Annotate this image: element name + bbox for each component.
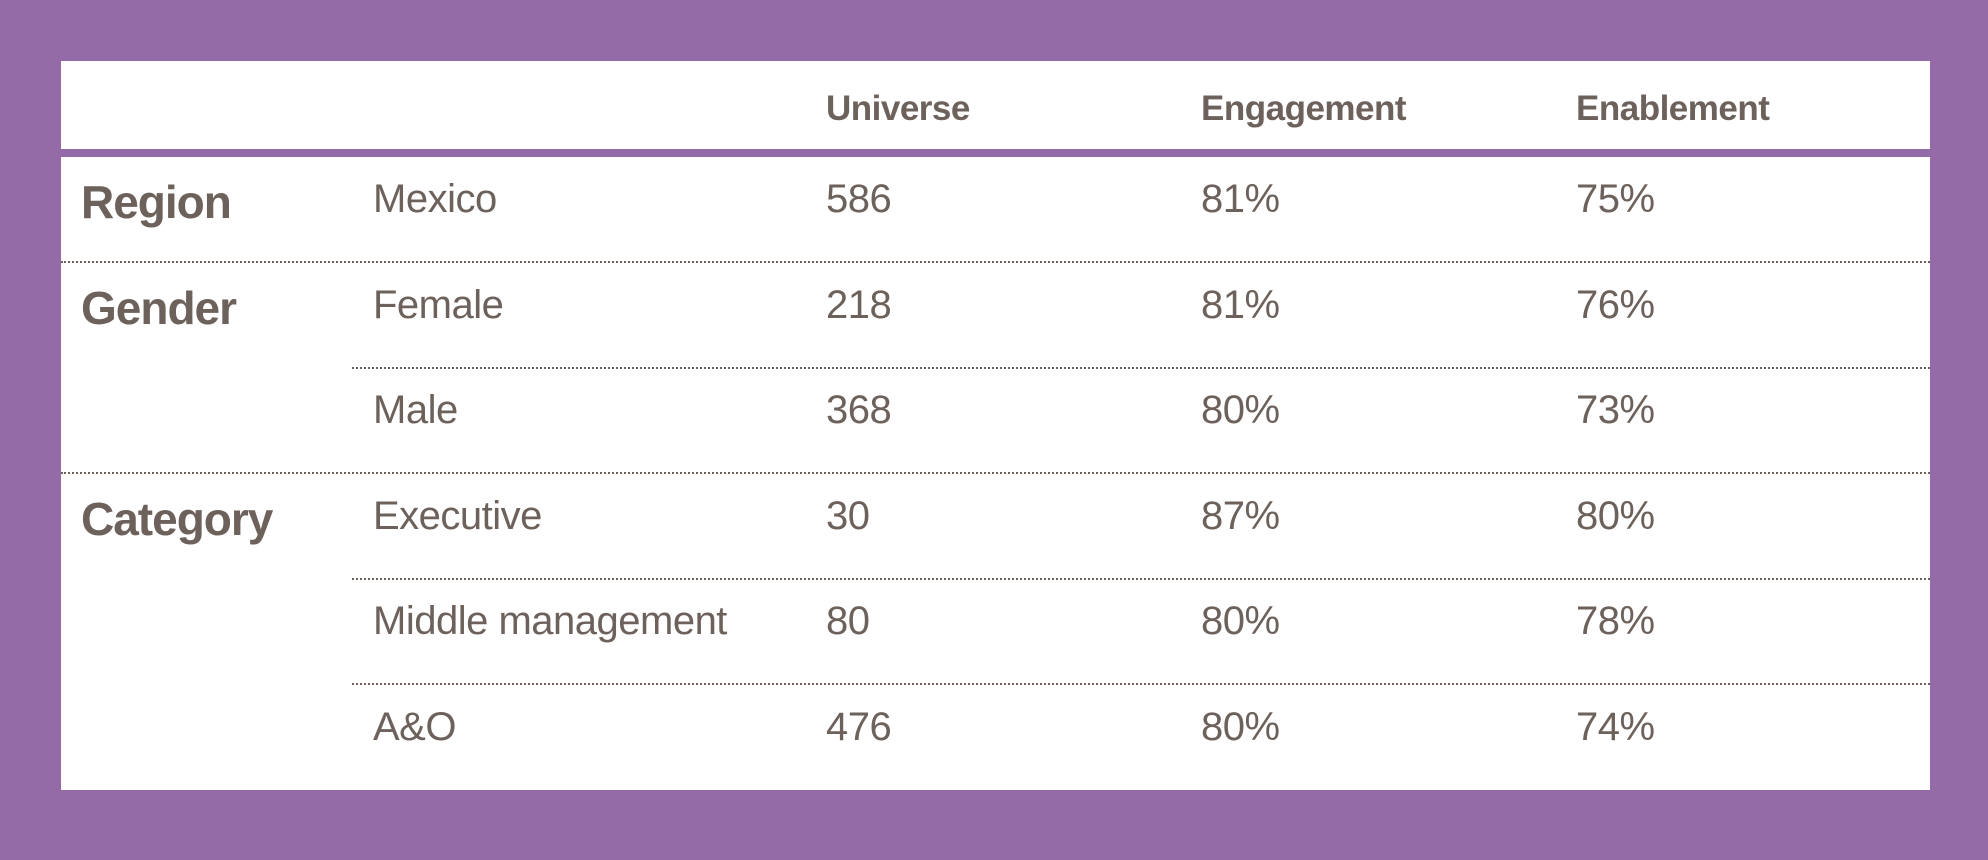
results-table: Universe Engagement Enablement Region Me…	[61, 61, 1930, 790]
engagement-value: 80%	[1201, 705, 1280, 749]
enablement-value: 74%	[1576, 705, 1655, 749]
row-item: Mexico	[373, 177, 497, 221]
group-label-gender: Gender	[81, 282, 237, 334]
row-divider	[61, 472, 1930, 474]
enablement-value: 73%	[1576, 388, 1655, 432]
row-item: Female	[373, 283, 504, 327]
engagement-value: 87%	[1201, 494, 1280, 538]
row-divider	[352, 367, 1930, 369]
table-row: A&O 476 80% 74%	[61, 685, 1930, 791]
row-item: Executive	[373, 494, 542, 538]
row-item: A&O	[373, 705, 456, 749]
universe-value: 218	[826, 283, 892, 327]
table-row: Category Executive 30 87% 80%	[61, 474, 1930, 580]
universe-value: 80	[826, 599, 870, 643]
enablement-value: 75%	[1576, 177, 1655, 221]
row-divider	[352, 683, 1930, 685]
table-header-row: Universe Engagement Enablement	[61, 61, 1930, 153]
engagement-value: 80%	[1201, 388, 1280, 432]
universe-value: 586	[826, 177, 892, 221]
universe-value: 30	[826, 494, 870, 538]
enablement-value: 76%	[1576, 283, 1655, 327]
table-row: Region Mexico 586 81% 75%	[61, 157, 1930, 263]
engagement-value: 80%	[1201, 599, 1280, 643]
universe-value: 476	[826, 705, 892, 749]
enablement-value: 78%	[1576, 599, 1655, 643]
header-rule	[61, 149, 1930, 157]
column-header-enablement: Enablement	[1576, 89, 1770, 128]
row-divider	[352, 578, 1930, 580]
column-header-universe: Universe	[826, 89, 970, 128]
row-item: Male	[373, 388, 458, 432]
row-divider	[61, 261, 1930, 263]
column-header-engagement: Engagement	[1201, 89, 1407, 128]
table-row: Middle management 80 80% 78%	[61, 579, 1930, 685]
row-item: Middle management	[373, 599, 727, 643]
group-label-region: Region	[81, 176, 232, 228]
table-row: Gender Female 218 81% 76%	[61, 263, 1930, 369]
universe-value: 368	[826, 388, 892, 432]
engagement-value: 81%	[1201, 283, 1280, 327]
enablement-value: 80%	[1576, 494, 1655, 538]
table-row: Male 368 80% 73%	[61, 368, 1930, 474]
engagement-value: 81%	[1201, 177, 1280, 221]
group-label-category: Category	[81, 493, 273, 545]
